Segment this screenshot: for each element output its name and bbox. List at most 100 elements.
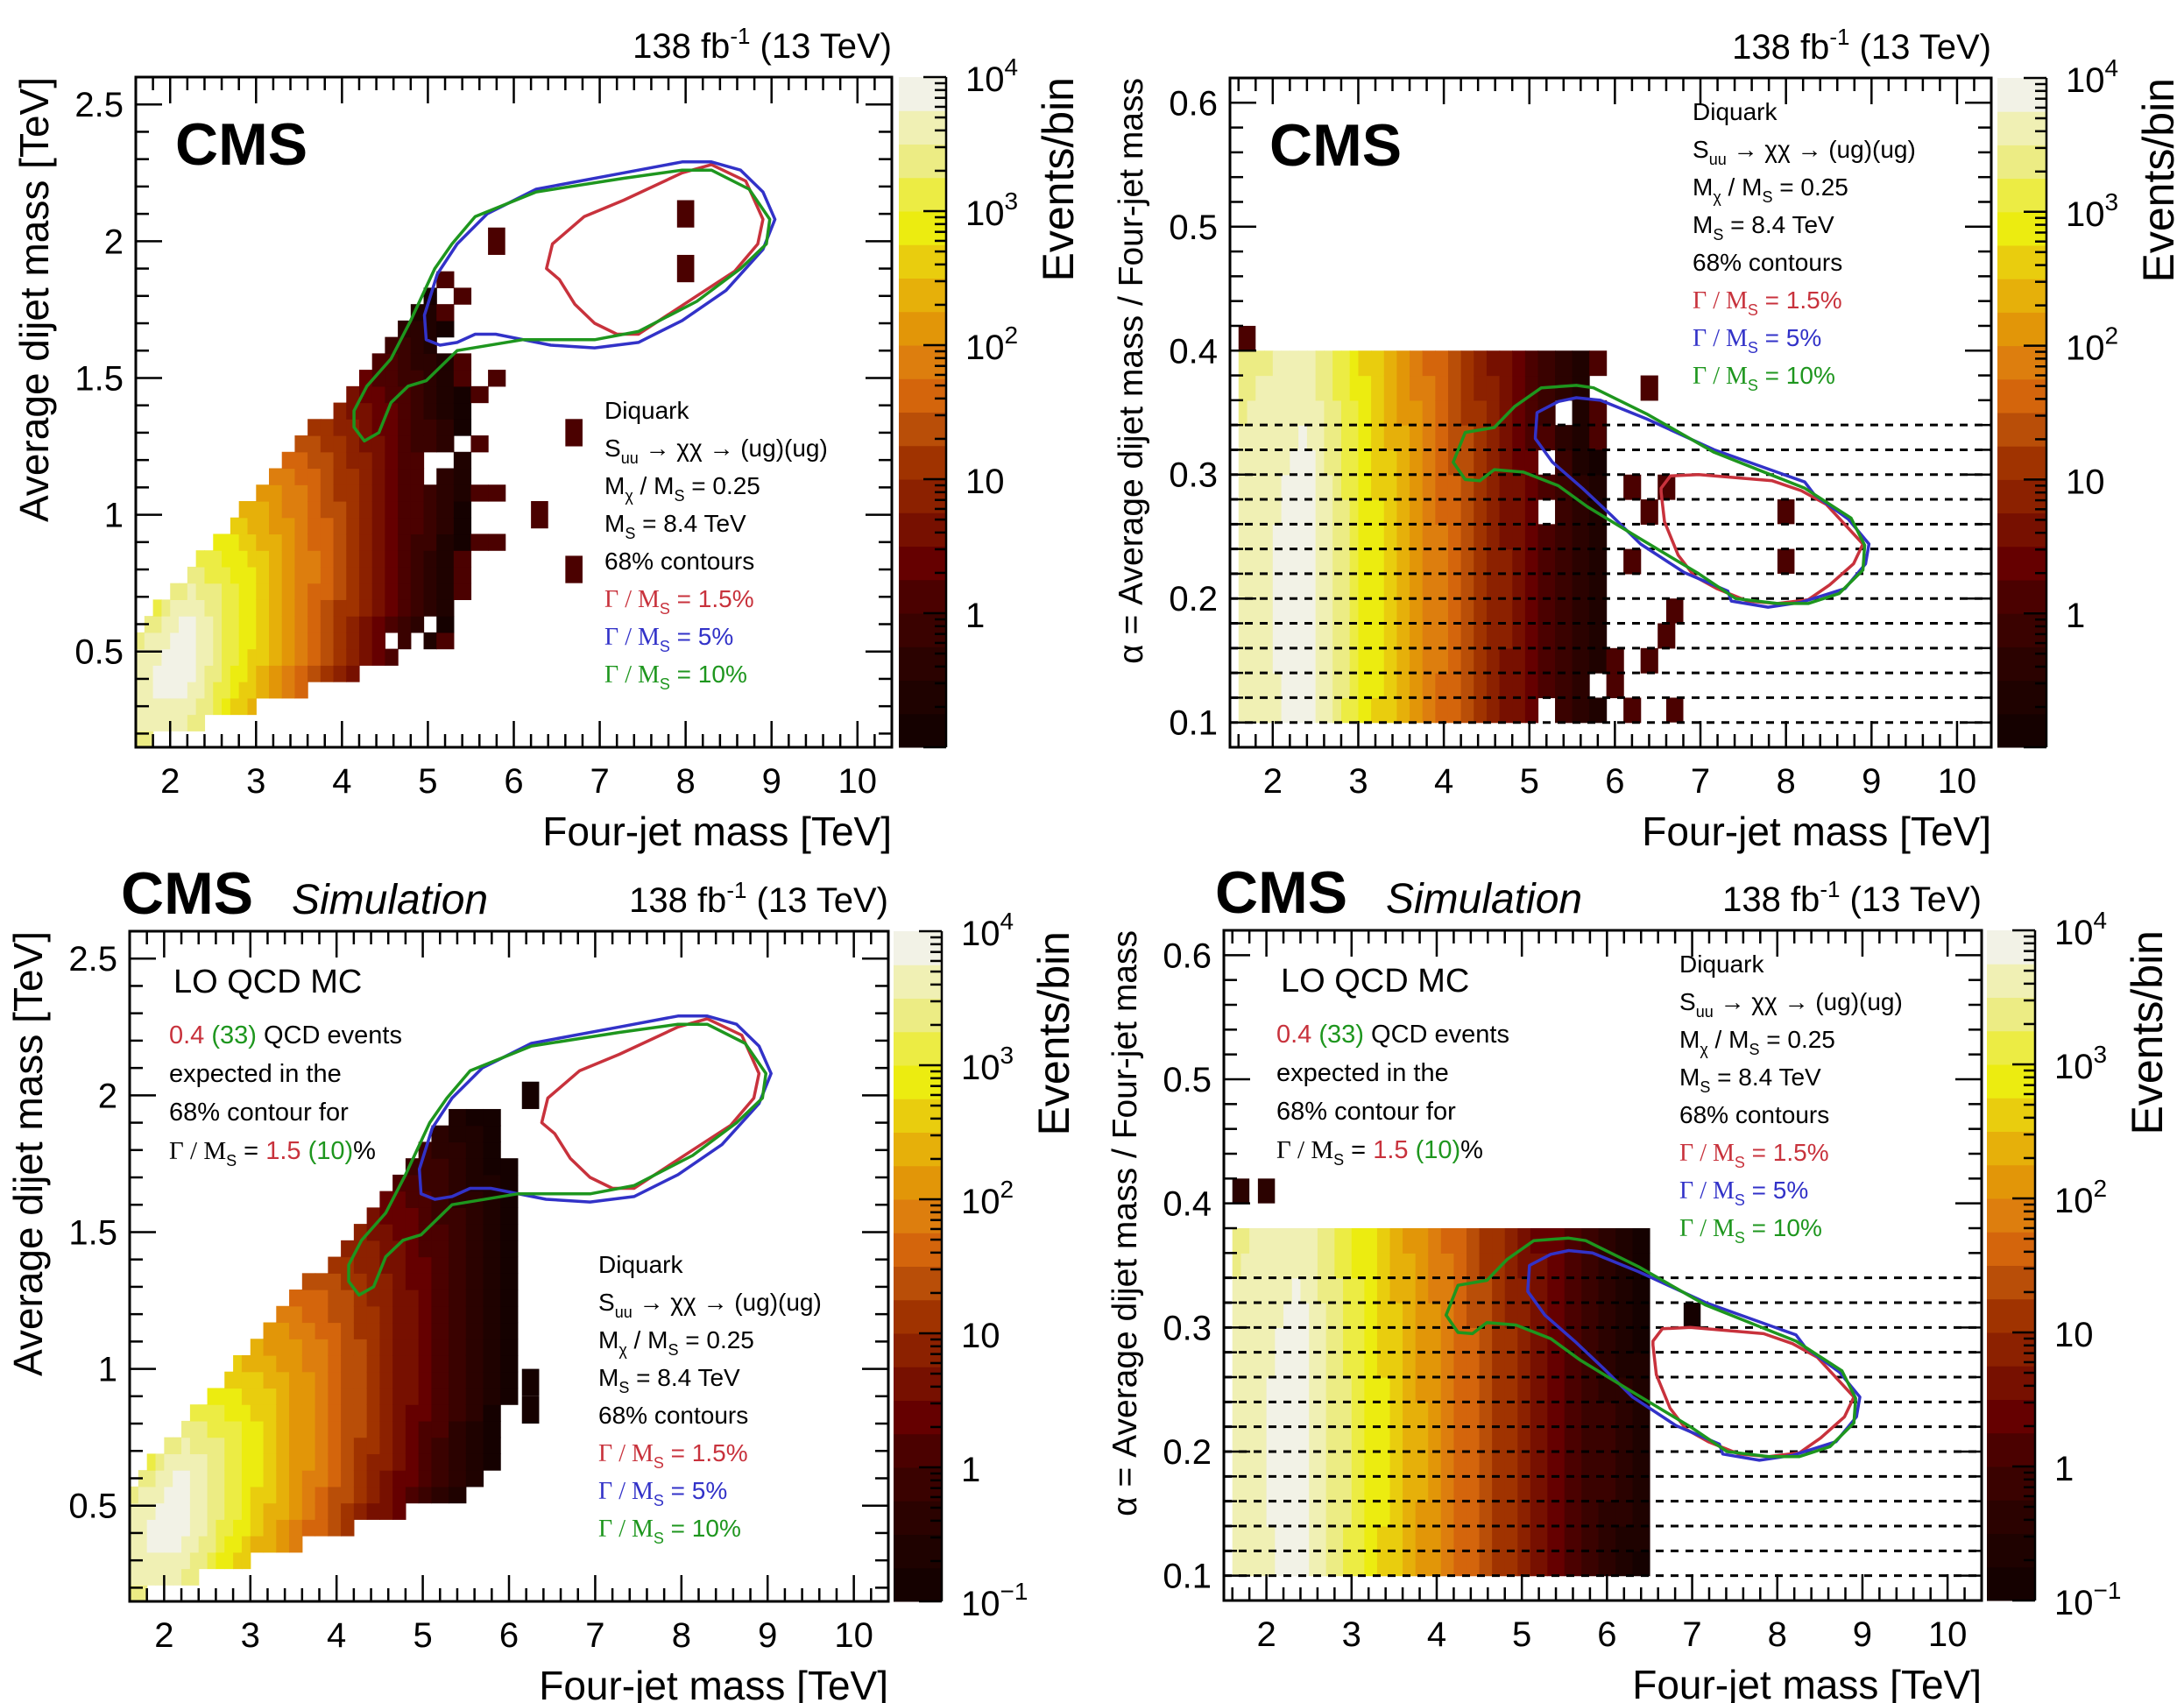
heatmap-bin bbox=[465, 1141, 484, 1159]
heatmap-bin bbox=[410, 599, 425, 617]
x-tick-label: 7 bbox=[585, 1616, 604, 1655]
legend-text: Γ / M bbox=[1679, 1215, 1735, 1242]
heatmap-bin bbox=[1415, 1426, 1429, 1452]
heatmap-bin bbox=[281, 517, 296, 535]
heatmap-bin bbox=[1324, 350, 1333, 377]
heatmap-bin bbox=[1358, 697, 1372, 724]
heatmap-bin bbox=[1623, 548, 1642, 575]
heatmap-bin bbox=[1255, 350, 1265, 377]
heatmap-bin bbox=[436, 632, 455, 650]
heatmap-bin bbox=[233, 1486, 243, 1504]
heatmap-bin bbox=[241, 1536, 251, 1553]
heatmap-bin bbox=[1275, 1452, 1284, 1477]
heatmap-bin bbox=[500, 1371, 519, 1389]
heatmap-bin bbox=[1466, 1452, 1481, 1477]
heatmap-bin bbox=[1255, 573, 1265, 599]
heatmap-bin bbox=[1340, 375, 1351, 401]
heatmap-bin bbox=[224, 1502, 234, 1520]
heatmap-bin bbox=[1238, 598, 1248, 625]
heatmap-bin bbox=[379, 1453, 393, 1471]
color-bar-band bbox=[1997, 178, 2046, 213]
legend-line: Mχ / MS = 0.25 bbox=[1693, 173, 1848, 206]
heatmap-bin bbox=[1315, 375, 1325, 401]
heatmap-bin bbox=[1283, 1476, 1293, 1502]
heatmap-bin bbox=[1396, 598, 1410, 625]
heatmap-bin bbox=[263, 1486, 277, 1504]
heatmap-bin bbox=[465, 1125, 484, 1143]
heatmap-bin bbox=[207, 1453, 217, 1471]
heatmap-bin bbox=[436, 468, 455, 485]
heatmap-bin bbox=[1447, 399, 1462, 426]
heatmap-bin bbox=[379, 1502, 393, 1520]
heatmap-bin bbox=[1255, 425, 1265, 451]
heatmap-bin bbox=[241, 1502, 251, 1520]
heatmap-bin bbox=[263, 1519, 277, 1537]
heatmap-bin bbox=[436, 534, 455, 551]
heatmap-bin bbox=[1232, 1303, 1242, 1328]
heatmap-bin bbox=[170, 583, 180, 600]
heatmap-bin bbox=[1435, 425, 1449, 451]
heatmap-bin bbox=[483, 1256, 501, 1274]
heatmap-bin bbox=[1272, 573, 1283, 599]
heatmap-bin bbox=[233, 1354, 243, 1373]
color-bar-band bbox=[899, 144, 946, 179]
legend-text: Γ / M bbox=[1679, 1177, 1735, 1205]
heatmap-bin bbox=[241, 1470, 251, 1487]
heatmap-bin bbox=[1572, 673, 1590, 699]
heatmap-bin bbox=[224, 1388, 234, 1405]
heatmap-bin bbox=[453, 402, 472, 420]
heatmap-bin bbox=[250, 1354, 265, 1373]
heatmap-bin bbox=[333, 534, 347, 551]
heatmap-bin bbox=[161, 632, 171, 650]
heatmap-bin bbox=[676, 200, 695, 228]
heatmap-bin bbox=[1589, 548, 1608, 575]
legend-subscript: S bbox=[660, 600, 670, 618]
heatmap-bin bbox=[1524, 673, 1539, 699]
x-tick-label: 8 bbox=[1777, 762, 1796, 801]
heatmap-bin bbox=[500, 1207, 519, 1225]
heatmap-bin bbox=[213, 648, 223, 666]
heatmap-bin bbox=[195, 714, 206, 731]
heatmap-bin bbox=[1238, 375, 1248, 401]
heatmap-bin bbox=[1309, 1377, 1318, 1403]
heatmap-bin bbox=[1512, 350, 1526, 377]
color-bar-label-base: 10 bbox=[2054, 1182, 2094, 1220]
heatmap-bin bbox=[216, 1519, 225, 1537]
heatmap-bin bbox=[371, 402, 385, 420]
heatmap-bin bbox=[333, 484, 347, 502]
heatmap-bin bbox=[1281, 425, 1290, 451]
qcd-subscript: S bbox=[1333, 1151, 1344, 1169]
heatmap-bin bbox=[1275, 1501, 1284, 1527]
heatmap-bin bbox=[1349, 647, 1360, 674]
heatmap-bin bbox=[1396, 474, 1410, 500]
heatmap-bin bbox=[1349, 399, 1360, 426]
heatmap-bin bbox=[263, 1322, 277, 1339]
heatmap-bin bbox=[385, 616, 399, 633]
heatmap-bin bbox=[366, 1420, 380, 1438]
heatmap-bin bbox=[423, 484, 437, 502]
heatmap-bin bbox=[385, 451, 399, 470]
legend-text: M bbox=[604, 510, 625, 537]
color-bar-label-exp: 3 bbox=[2094, 1041, 2108, 1068]
heatmap-bin bbox=[1440, 1352, 1455, 1378]
heatmap-bin bbox=[1240, 1526, 1250, 1551]
heatmap-bin bbox=[161, 616, 171, 633]
heatmap-bin bbox=[1325, 1501, 1335, 1527]
heatmap-bin bbox=[315, 1371, 329, 1389]
heatmap-bin bbox=[1306, 598, 1317, 625]
heatmap-bin bbox=[449, 1224, 467, 1241]
heatmap-bin bbox=[1422, 375, 1436, 401]
heatmap-bin bbox=[138, 1536, 148, 1553]
heatmap-bin bbox=[1291, 1253, 1302, 1279]
heatmap-bin bbox=[222, 583, 231, 600]
heatmap-bin bbox=[1474, 375, 1488, 401]
heatmap-bin bbox=[1325, 1228, 1335, 1254]
heatmap-bin bbox=[1492, 1426, 1506, 1452]
heatmap-bin bbox=[385, 468, 399, 485]
heatmap-bin bbox=[250, 1486, 265, 1504]
heatmap-bin bbox=[423, 566, 437, 584]
heatmap-bin bbox=[263, 1470, 277, 1487]
heatmap-bin bbox=[1453, 1352, 1467, 1378]
legend-text: S bbox=[1679, 988, 1696, 1015]
